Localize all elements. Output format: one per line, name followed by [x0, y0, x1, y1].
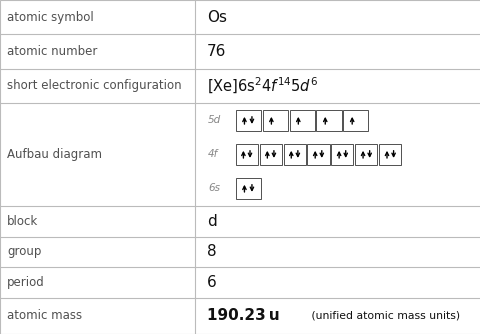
Text: 76: 76 — [206, 44, 226, 59]
Bar — [331, 144, 353, 165]
Text: Os: Os — [206, 10, 227, 25]
Text: 190.23 u: 190.23 u — [206, 308, 279, 323]
Text: group: group — [7, 245, 41, 259]
Bar — [289, 110, 314, 131]
Bar — [379, 144, 400, 165]
Bar — [343, 110, 368, 131]
Text: short electronic configuration: short electronic configuration — [7, 79, 181, 92]
Bar — [235, 144, 257, 165]
Text: block: block — [7, 215, 38, 228]
Text: 6: 6 — [206, 275, 216, 290]
Text: Aufbau diagram: Aufbau diagram — [7, 148, 102, 161]
Text: atomic symbol: atomic symbol — [7, 11, 94, 24]
Text: (unified atomic mass units): (unified atomic mass units) — [307, 311, 459, 321]
Text: atomic mass: atomic mass — [7, 309, 82, 322]
Text: atomic number: atomic number — [7, 45, 97, 58]
Bar — [235, 177, 260, 199]
Text: period: period — [7, 276, 45, 289]
Bar — [307, 144, 329, 165]
Bar — [316, 110, 341, 131]
Bar — [262, 110, 287, 131]
Text: $\mathregular{[Xe]6s}^{\mathregular{2}}\mathregular{4}f^{\mathregular{14}}\mathr: $\mathregular{[Xe]6s}^{\mathregular{2}}\… — [206, 76, 317, 96]
Bar — [283, 144, 305, 165]
Bar — [235, 110, 260, 131]
Text: 4f: 4f — [208, 149, 218, 159]
Bar — [355, 144, 377, 165]
Text: 8: 8 — [206, 244, 216, 260]
Text: 6s: 6s — [208, 183, 220, 193]
Bar — [259, 144, 281, 165]
Text: 5d: 5d — [208, 116, 221, 125]
Text: d: d — [206, 214, 216, 229]
